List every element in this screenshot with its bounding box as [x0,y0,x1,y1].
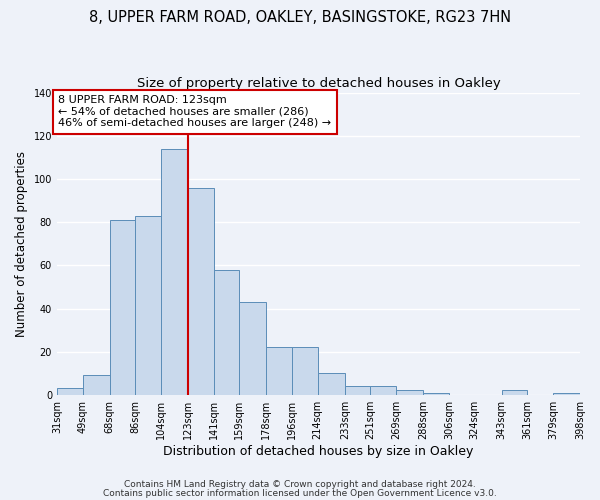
Title: Size of property relative to detached houses in Oakley: Size of property relative to detached ho… [137,78,500,90]
Bar [318,373,345,394]
Bar [83,376,110,394]
Text: Contains HM Land Registry data © Crown copyright and database right 2024.: Contains HM Land Registry data © Crown c… [124,480,476,489]
Bar [239,302,266,394]
Bar [553,392,580,394]
Text: Contains public sector information licensed under the Open Government Licence v3: Contains public sector information licen… [103,488,497,498]
Bar [396,390,423,394]
Bar [266,348,292,395]
Bar [423,392,449,394]
Bar [136,216,161,394]
Bar [502,390,527,394]
Bar [110,220,136,394]
X-axis label: Distribution of detached houses by size in Oakley: Distribution of detached houses by size … [163,444,473,458]
Bar [57,388,83,394]
Bar [161,149,188,394]
Bar [214,270,239,394]
Bar [370,386,396,394]
Y-axis label: Number of detached properties: Number of detached properties [15,151,28,337]
Text: 8, UPPER FARM ROAD, OAKLEY, BASINGSTOKE, RG23 7HN: 8, UPPER FARM ROAD, OAKLEY, BASINGSTOKE,… [89,10,511,25]
Bar [345,386,370,394]
Text: 8 UPPER FARM ROAD: 123sqm
← 54% of detached houses are smaller (286)
46% of semi: 8 UPPER FARM ROAD: 123sqm ← 54% of detac… [58,95,331,128]
Bar [188,188,214,394]
Bar [292,348,318,395]
